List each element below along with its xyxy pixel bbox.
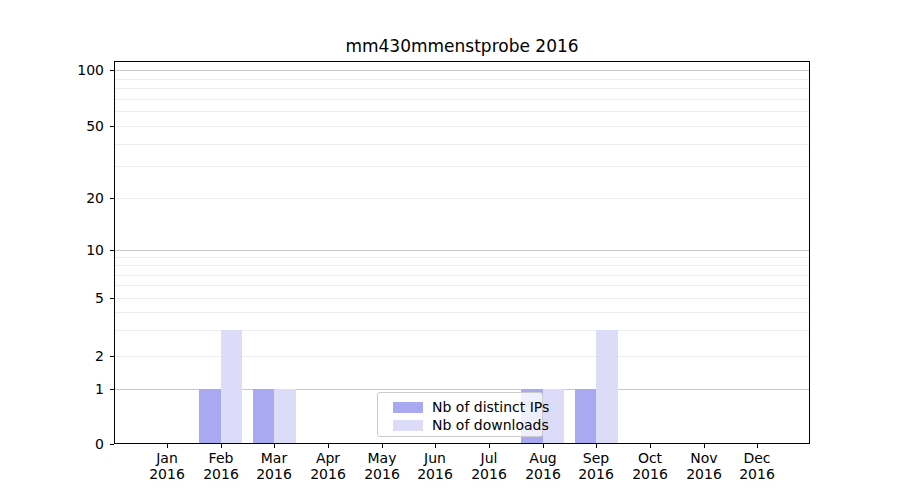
gridline-minor-3 bbox=[115, 330, 809, 331]
xtick-label-dec: Dec2016 bbox=[725, 451, 789, 482]
gridline-minor-5 bbox=[115, 298, 809, 299]
legend-label-downloads: Nb of downloads bbox=[432, 417, 549, 433]
xtick-mark-jan bbox=[167, 444, 168, 448]
chart-figure: mm430mmenstprobe 2016 0125102050100Jan20… bbox=[0, 0, 900, 500]
gridline-minor-30 bbox=[115, 166, 809, 167]
bar-distinct-ips-mar bbox=[253, 389, 275, 444]
ytick-mark-100 bbox=[110, 70, 114, 71]
xtick-mark-jul bbox=[489, 444, 490, 448]
gridline-minor-2 bbox=[115, 356, 809, 357]
legend-label-distinct-ips: Nb of distinct IPs bbox=[432, 399, 549, 415]
ytick-mark-1 bbox=[110, 389, 114, 390]
xtick-mark-feb bbox=[221, 444, 222, 448]
bar-downloads-feb bbox=[221, 330, 243, 444]
gridline-minor-60 bbox=[115, 111, 809, 112]
xtick-mark-aug bbox=[543, 444, 544, 448]
xtick-mark-apr bbox=[328, 444, 329, 448]
gridline-minor-80 bbox=[115, 88, 809, 89]
ytick-label-2: 2 bbox=[46, 348, 104, 364]
gridline-minor-7 bbox=[115, 275, 809, 276]
gridline-minor-4 bbox=[115, 312, 809, 313]
ytick-label-0: 0 bbox=[46, 436, 104, 452]
legend-swatch-downloads bbox=[393, 420, 423, 431]
xtick-mark-oct bbox=[650, 444, 651, 448]
ytick-label-1: 1 bbox=[46, 381, 104, 397]
plot-area bbox=[114, 61, 810, 444]
xtick-mark-nov bbox=[704, 444, 705, 448]
ytick-label-100: 100 bbox=[46, 62, 104, 78]
gridline-major-100 bbox=[115, 70, 809, 71]
legend-swatch-distinct-ips bbox=[393, 402, 423, 413]
xtick-mark-mar bbox=[274, 444, 275, 448]
ytick-mark-0 bbox=[110, 444, 114, 445]
legend: Nb of distinct IPs Nb of downloads bbox=[377, 392, 543, 437]
ytick-mark-10 bbox=[110, 250, 114, 251]
gridline-minor-50 bbox=[115, 126, 809, 127]
bar-downloads-sep bbox=[596, 330, 618, 444]
bar-downloads-mar bbox=[274, 389, 296, 444]
gridline-minor-20 bbox=[115, 198, 809, 199]
legend-item-distinct-ips: Nb of distinct IPs bbox=[393, 399, 534, 415]
gridline-minor-90 bbox=[115, 79, 809, 80]
gridline-minor-70 bbox=[115, 99, 809, 100]
xtick-mark-may bbox=[382, 444, 383, 448]
xtick-mark-jun bbox=[435, 444, 436, 448]
ytick-label-5: 5 bbox=[46, 290, 104, 306]
bar-distinct-ips-feb bbox=[199, 389, 221, 444]
ytick-mark-20 bbox=[110, 198, 114, 199]
ytick-label-50: 50 bbox=[46, 118, 104, 134]
ytick-label-10: 10 bbox=[46, 242, 104, 258]
ytick-mark-50 bbox=[110, 126, 114, 127]
gridline-minor-40 bbox=[115, 144, 809, 145]
xtick-mark-dec bbox=[757, 444, 758, 448]
ytick-mark-2 bbox=[110, 356, 114, 357]
gridline-minor-8 bbox=[115, 265, 809, 266]
chart-title: mm430mmenstprobe 2016 bbox=[114, 36, 810, 56]
xtick-mark-sep bbox=[596, 444, 597, 448]
ytick-mark-5 bbox=[110, 298, 114, 299]
gridline-major-10 bbox=[115, 250, 809, 251]
gridline-minor-6 bbox=[115, 285, 809, 286]
bar-distinct-ips-sep bbox=[575, 389, 597, 444]
ytick-label-20: 20 bbox=[46, 190, 104, 206]
gridline-minor-9 bbox=[115, 257, 809, 258]
legend-item-downloads: Nb of downloads bbox=[393, 417, 534, 433]
